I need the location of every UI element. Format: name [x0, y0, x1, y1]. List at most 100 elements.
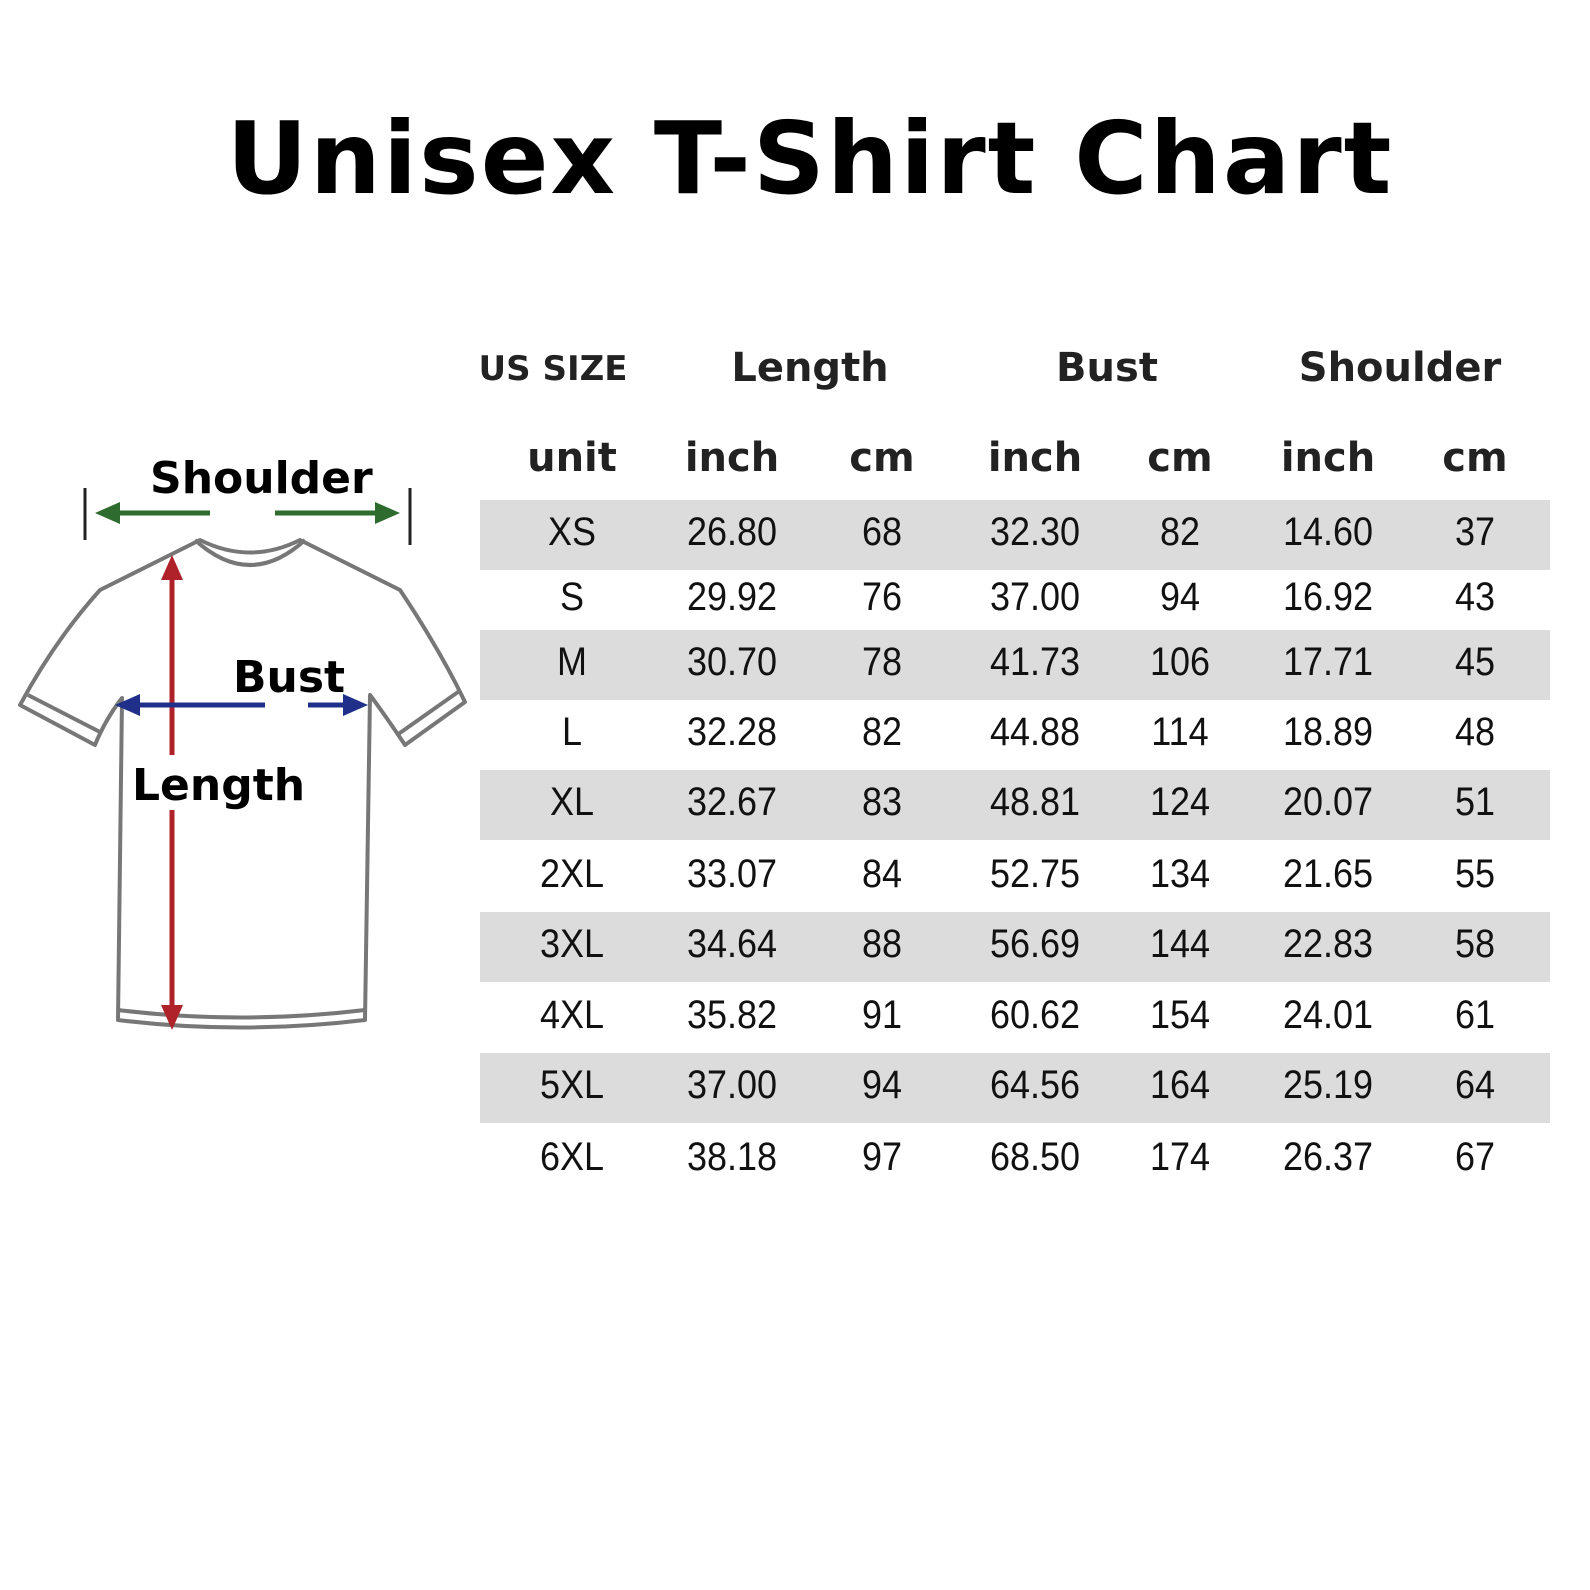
value-cell: 82: [861, 710, 903, 754]
unit-header-3: inch: [987, 435, 1083, 481]
table-row: 2XL 33.07 84 52.75 134 21.65 55: [480, 842, 1550, 912]
table-row: L 32.28 82 44.88 114 18.89 48: [480, 700, 1550, 770]
value-cell: 21.65: [1282, 852, 1374, 896]
shirt-collar: [193, 538, 307, 567]
value-cell: 35.82: [686, 993, 778, 1037]
value-cell: 64.56: [989, 1063, 1081, 1107]
size-cell: 3XL: [539, 922, 605, 966]
value-cell: 106: [1149, 640, 1211, 684]
value-cell: 32.67: [686, 780, 778, 824]
value-cell: 94: [861, 1063, 903, 1107]
value-cell: 56.69: [989, 922, 1081, 966]
header-bust: Bust: [1056, 345, 1158, 391]
value-cell: 60.62: [989, 993, 1081, 1037]
value-cell: 43: [1454, 575, 1496, 619]
value-cell: 22.83: [1282, 922, 1374, 966]
value-cell: 83: [861, 780, 903, 824]
unit-header-2: cm: [849, 435, 915, 481]
length-label: Length: [132, 760, 306, 811]
unit-header-6: cm: [1442, 435, 1508, 481]
value-cell: 32.30: [989, 510, 1081, 554]
value-cell: 18.89: [1282, 710, 1374, 754]
value-cell: 25.19: [1282, 1063, 1374, 1107]
shirt-body: [18, 538, 467, 1030]
value-cell: 68: [861, 510, 903, 554]
value-cell: 76: [861, 575, 903, 619]
value-cell: 164: [1149, 1063, 1211, 1107]
table-row: 6XL 38.18 97 68.50 174 26.37 67: [480, 1125, 1550, 1195]
sleeve-cuff-left: [27, 693, 101, 734]
tshirt-diagram: Shoulder Bust Length: [0, 440, 480, 1060]
unit-header-4: cm: [1147, 435, 1213, 481]
value-cell: 37.00: [989, 575, 1081, 619]
value-cell: 52.75: [989, 852, 1081, 896]
value-cell: 26.80: [686, 510, 778, 554]
value-cell: 17.71: [1282, 640, 1374, 684]
value-cell: 174: [1149, 1135, 1211, 1179]
value-cell: 48.81: [989, 780, 1081, 824]
value-cell: 16.92: [1282, 575, 1374, 619]
shoulder-arrow: [83, 488, 412, 545]
value-cell: 45: [1454, 640, 1496, 684]
length-arrow: [161, 555, 183, 1030]
unit-header-5: inch: [1280, 435, 1376, 481]
value-cell: 58: [1454, 922, 1496, 966]
sleeve-cuff-right: [395, 690, 460, 737]
size-cell: 2XL: [539, 852, 605, 896]
value-cell: 154: [1149, 993, 1211, 1037]
value-cell: 33.07: [686, 852, 778, 896]
value-cell: 68.50: [989, 1135, 1081, 1179]
value-cell: 82: [1159, 510, 1201, 554]
value-cell: 37: [1454, 510, 1496, 554]
size-cell: XL: [549, 780, 595, 824]
value-cell: 114: [1151, 710, 1209, 754]
value-cell: 144: [1149, 922, 1211, 966]
size-cell: S: [559, 575, 585, 619]
group-header-row: US SIZE Length Bust Shoulder: [478, 345, 1550, 405]
value-cell: 124: [1149, 780, 1211, 824]
value-cell: 94: [1159, 575, 1201, 619]
value-cell: 64: [1454, 1063, 1496, 1107]
value-cell: 88: [861, 922, 903, 966]
value-cell: 29.92: [686, 575, 778, 619]
header-us-size: US SIZE: [478, 349, 628, 389]
value-cell: 32.28: [686, 710, 778, 754]
table-row: XL 32.67 83 48.81 124 20.07 51: [480, 770, 1550, 840]
header-length: Length: [731, 345, 889, 391]
unit-header-0: unit: [527, 435, 617, 481]
tshirt-icon: [18, 488, 467, 1030]
value-cell: 14.60: [1282, 510, 1374, 554]
value-cell: 55: [1454, 852, 1496, 896]
value-cell: 44.88: [989, 710, 1081, 754]
unit-header-row: unit inch cm inch cm inch cm: [480, 435, 1550, 495]
value-cell: 48: [1454, 710, 1496, 754]
size-cell: 6XL: [539, 1135, 605, 1179]
value-cell: 91: [861, 993, 903, 1037]
table-row: 4XL 35.82 91 60.62 154 24.01 61: [480, 983, 1550, 1053]
value-cell: 67: [1454, 1135, 1496, 1179]
size-cell: M: [557, 640, 587, 684]
value-cell: 78: [861, 640, 903, 684]
value-cell: 38.18: [686, 1135, 778, 1179]
shirt-hem: [117, 1008, 366, 1020]
table-row: M 30.70 78 41.73 106 17.71 45: [480, 630, 1550, 700]
value-cell: 26.37: [1282, 1135, 1374, 1179]
table-row: 5XL 37.00 94 64.56 164 25.19 64: [480, 1053, 1550, 1123]
table-row: 3XL 34.64 88 56.69 144 22.83 58: [480, 912, 1550, 982]
size-cell: 5XL: [539, 1063, 605, 1107]
header-shoulder: Shoulder: [1298, 345, 1502, 391]
value-cell: 37.00: [686, 1063, 778, 1107]
value-cell: 61: [1454, 993, 1496, 1037]
value-cell: 24.01: [1282, 993, 1374, 1037]
table-row: S 29.92 76 37.00 94 16.92 43: [480, 565, 1550, 635]
value-cell: 134: [1149, 852, 1211, 896]
shoulder-label: Shoulder: [150, 453, 373, 504]
value-cell: 30.70: [686, 640, 778, 684]
value-cell: 20.07: [1282, 780, 1374, 824]
size-cell: 4XL: [539, 993, 605, 1037]
value-cell: 51: [1454, 780, 1496, 824]
bust-arrow: [115, 694, 368, 716]
value-cell: 84: [861, 852, 903, 896]
value-cell: 34.64: [686, 922, 778, 966]
chart-title: Unisex T-Shirt Chart: [226, 100, 1394, 217]
